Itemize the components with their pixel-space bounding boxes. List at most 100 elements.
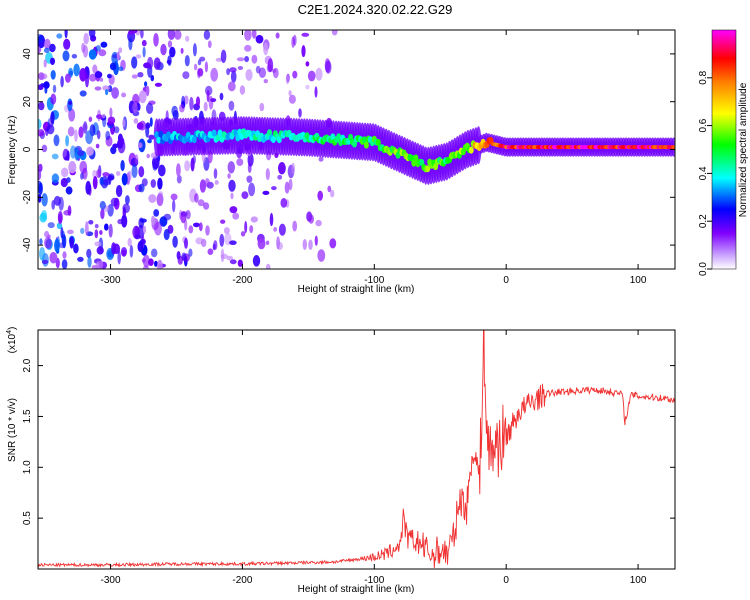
spectrogram-noise-blob [91,264,100,269]
spectrogram-noise-blob [102,85,110,91]
spectrogram-noise-blob [147,56,154,70]
spectrogram-noise-blob [244,56,250,63]
spectrogram-ridge-point [375,138,381,146]
spectrogram-noise-blob [140,30,144,39]
spectrogram-noise-blob [38,101,45,111]
spectrogram-x-label: Height of straight line (km) [298,284,415,295]
spectrogram-noise-blob [154,82,162,87]
spectrogram-noise-blob [194,193,199,203]
spectrogram-noise-blob [232,212,240,220]
spectrogram-noise-blob [125,195,130,205]
spectrogram-x-tick-label: -300 [101,275,121,286]
spectrogram-noise-blob [44,38,51,50]
spectrogram-noise-blob [71,54,78,59]
spectrogram-noise-blob [38,182,43,195]
spectrogram-ridge-point [166,131,172,139]
spectrogram-noise-blob [88,49,97,60]
spectrogram-noise-blob [38,163,43,172]
spectrogram-noise-blob [181,252,187,261]
spectrogram-x-tick-label: 100 [630,275,647,286]
spectrogram-noise-blob [129,245,134,258]
spectrogram-noise-blob [276,236,280,250]
spectrogram-noise-blob [226,255,233,261]
spectrogram-y-tick-label: 0 [22,146,33,152]
spectrogram-noise-blob [305,61,310,67]
spectrogram-noise-blob [98,49,107,57]
spectrogram-x-tick-label: -200 [232,275,252,286]
spectrogram-noise-blob [148,258,154,267]
spectrogram-noise-blob [197,59,202,66]
spectrogram-noise-blob [88,116,93,123]
spectrogram-noise-blob [293,34,297,46]
spectrogram-noise-blob [141,258,146,263]
spectrogram-noise-blob [206,89,210,103]
spectrogram-noise-blob [49,43,56,53]
spectrogram-noise-blob [263,79,268,84]
spectrogram-noise-blob [272,67,279,79]
spectrogram-noise-blob [185,35,190,42]
spectrogram-noise-blob [151,215,156,226]
spectrogram-noise-blob [230,70,237,83]
spectrogram-noise-blob [151,248,158,258]
spectrogram-noise-blob [80,172,84,180]
spectrogram-noise-blob [121,249,127,257]
spectrogram-noise-blob [149,117,153,127]
spectrogram-noise-blob [128,37,133,51]
spectrogram-ridge-point [217,129,223,137]
spectrogram-noise-blob [39,212,47,223]
spectrogram-noise-blob [99,77,104,82]
spectrogram-noise-blob [109,62,117,71]
spectrogram-noise-blob [325,60,332,74]
spectrogram-noise-blob [67,126,75,137]
spectrogram-noise-blob [195,96,201,107]
spectrogram-noise-blob [315,67,323,81]
spectrogram-ridge-point [276,136,282,144]
snr-x-tick-label: 100 [630,575,647,586]
spectrogram-noise-blob [43,59,47,68]
spectrogram-noise-blob [62,251,67,259]
spectrogram-noise-blob [257,237,266,250]
spectrogram-y-label: Frequency (Hz) [7,116,18,185]
spectrogram-noise-blob [207,248,214,255]
spectrogram-noise-blob [307,70,316,82]
spectrogram-noise-blob [68,100,72,105]
spectrogram-noise-blob [154,221,162,236]
spectrogram-noise-blob [227,81,236,92]
spectrogram-noise-blob [301,45,306,58]
spectrogram-noise-blob [167,30,176,40]
spectrogram-noise-blob [148,194,157,203]
snr-y-tick-label: 0.5 [22,511,33,525]
spectrogram-noise-blob [250,216,258,223]
spectrogram-noise-blob [50,93,57,105]
spectrogram-noise-blob [96,169,102,179]
spectrogram-noise-blob [67,205,72,216]
spectrogram-noise-blob [314,235,318,246]
spectrogram-noise-blob [146,153,150,159]
spectrogram-ridge-point [154,131,160,139]
spectrogram-noise-blob [284,181,290,194]
colorbar: 0.0 0.2 0.4 0.6 0.8 Normalized spectral ampl… [698,29,749,276]
spectrogram-noise-blob [94,224,99,229]
spectrogram-noise-blob [182,71,190,79]
spectrogram-noise-blob [94,229,99,239]
snr-series-line [38,330,675,569]
spectrogram-ridge-point [270,136,276,143]
spectrogram-noise-blob [277,174,283,180]
spectrogram-noise-blob [115,185,123,197]
spectrogram-noise-blob [146,102,154,114]
snr-y-tick-label: 1.0 [22,460,33,474]
spectrogram-noise-blob [145,122,151,129]
spectrogram-noise-blob [269,212,274,227]
spectrogram-ridge-point [158,130,164,138]
spectrogram-noise-blob [74,129,78,142]
spectrogram-y-tick-label: -40 [22,237,33,252]
spectrogram-noise-blob [318,156,324,162]
snr-x-tick-label: 0 [503,575,509,586]
spectrogram-noise-blob [98,260,104,269]
spectrogram-noise-blob [88,220,94,225]
spectrogram-noise-blob [251,54,258,64]
spectrogram-noise-blob [219,92,224,101]
spectrogram-noise-blob [44,230,50,238]
spectrogram-ridge-point [411,159,417,167]
spectrogram-noise-blob [212,243,216,251]
